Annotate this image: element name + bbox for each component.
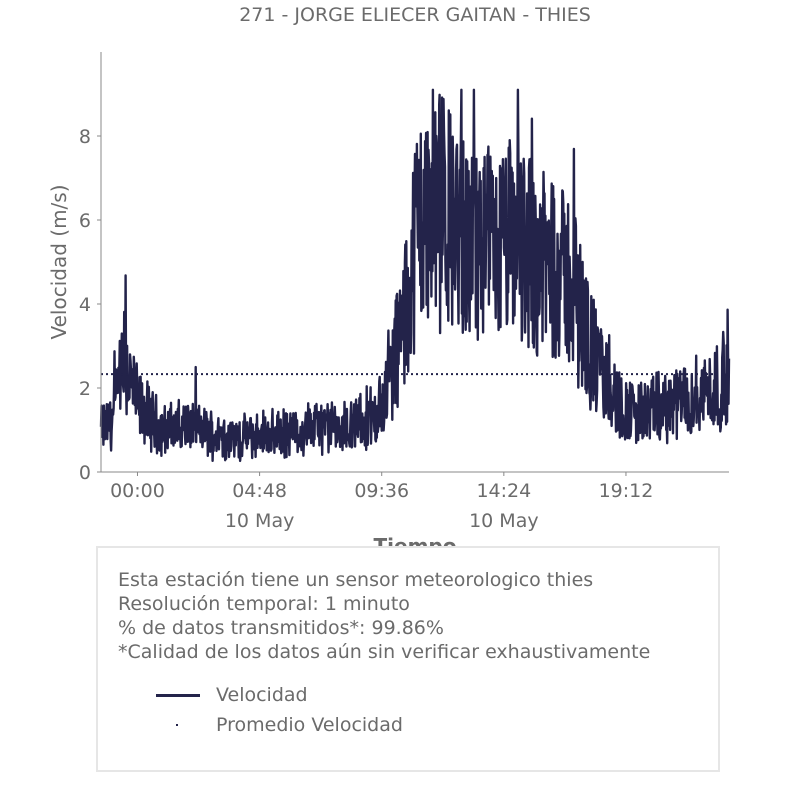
y-tick-label: 0 [79,462,91,484]
legend-item-velocidad: Velocidad [156,680,403,710]
info-line-resolution: Resolución temporal: 1 minuto [118,593,410,615]
info-panel: Esta estación tiene un sensor meteorolog… [96,546,720,772]
legend-item-promedio-velocidad: Promedio Velocidad [156,710,403,740]
info-line-transmitted: % de datos transmitidos*: 99.86% [118,617,444,639]
legend: Velocidad Promedio Velocidad [156,680,403,740]
y-axis-label: Velocidad (m/s) [47,184,71,339]
legend-swatch-dot [156,710,200,740]
y-tick-label: 2 [79,378,91,400]
y-tick-label: 4 [79,294,91,316]
x-tick-label: 04:48 [232,480,287,502]
x-tick-label: 09:36 [354,480,409,502]
y-tick-label: 8 [79,126,91,148]
y-ticks: 0 2 4 6 8 [79,126,101,484]
legend-swatch-line [156,680,200,710]
legend-label-velocidad: Velocidad [216,684,308,706]
series-velocidad-line [99,88,731,463]
plot-area [99,88,731,463]
x-tick-sublabel: 10 May [225,510,295,532]
info-line-sensor: Esta estación tiene un sensor meteorolog… [118,569,594,591]
x-tick-label: 00:00 [110,480,165,502]
x-tick-sublabel: 10 May [469,510,539,532]
info-text: Esta estación tiene un sensor meteorolog… [118,568,650,664]
x-tick-label: 14:24 [476,480,531,502]
y-tick-label: 6 [79,210,91,232]
info-line-quality: *Calidad de los datos aún sin verificar … [118,641,651,663]
chart-title: 271 - JORGE ELIECER GAITAN - THIES [239,4,591,26]
x-ticks: 00:00 04:48 10 May 09:36 14:24 10 May 19:12 [110,472,653,532]
legend-label-promedio-velocidad: Promedio Velocidad [216,714,403,736]
x-tick-label: 19:12 [599,480,654,502]
